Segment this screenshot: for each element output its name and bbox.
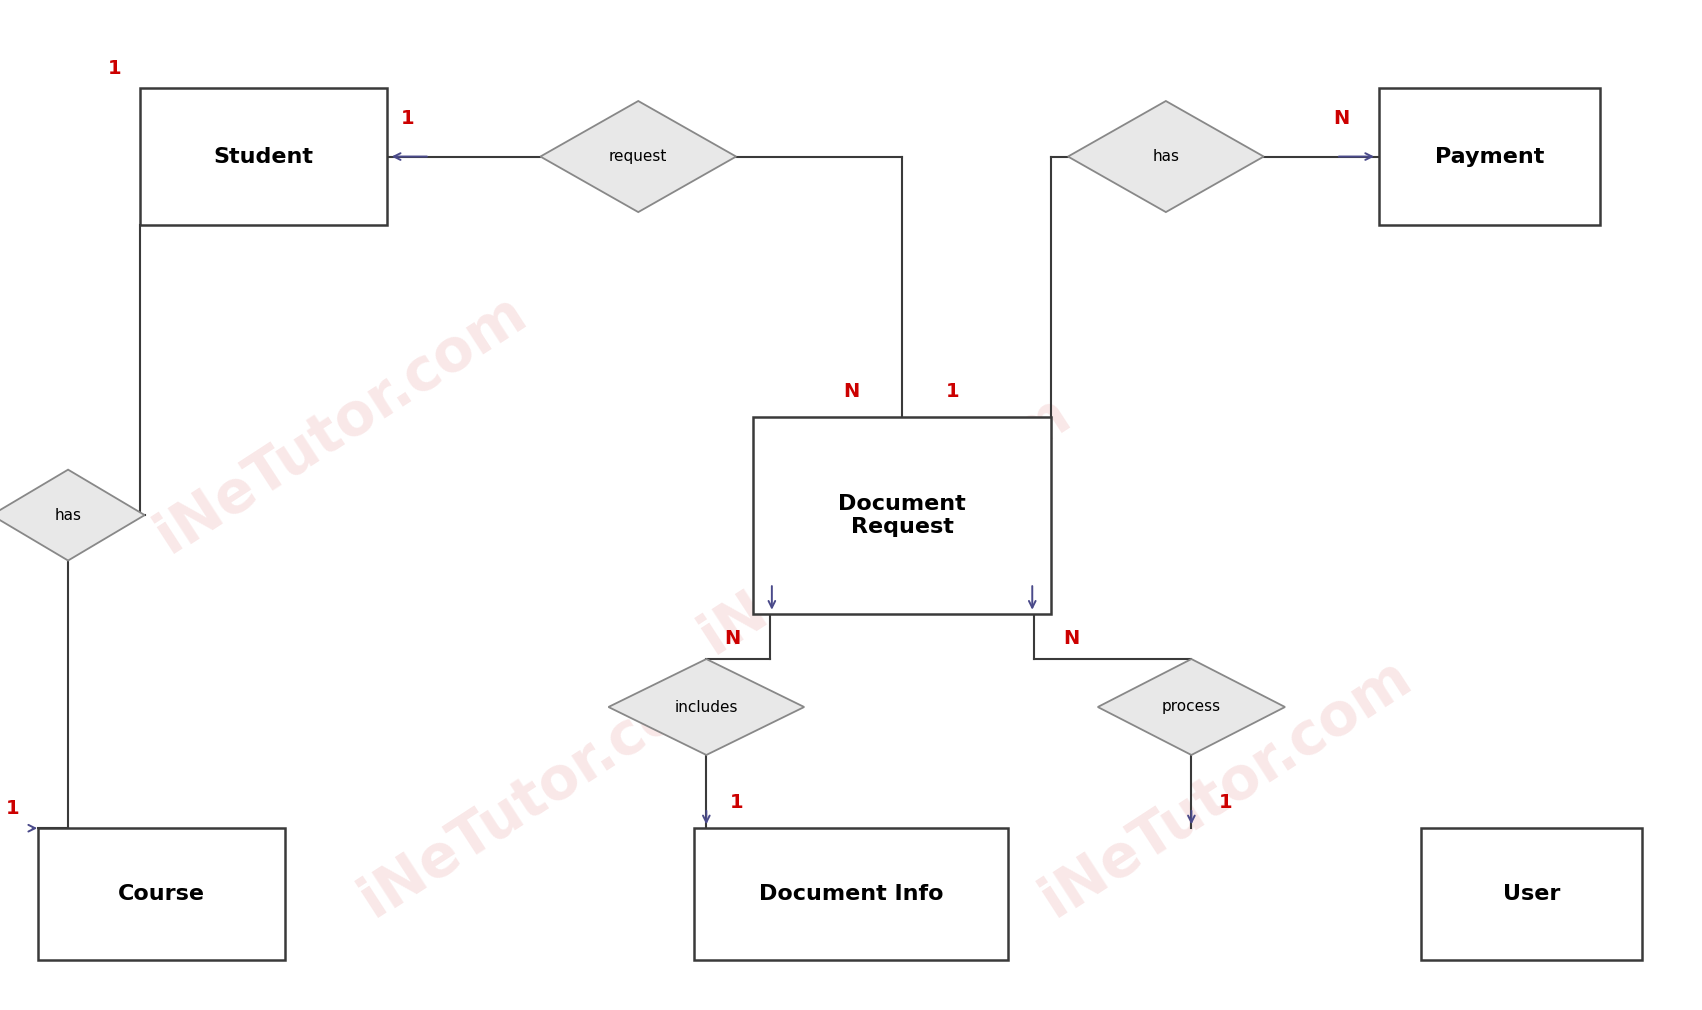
Text: 1: 1 <box>730 794 744 812</box>
Text: N: N <box>1064 629 1079 648</box>
Text: User: User <box>1503 884 1561 904</box>
Bar <box>1421 828 1642 960</box>
Text: includes: includes <box>674 700 739 714</box>
Text: request: request <box>609 149 667 164</box>
Text: Payment: Payment <box>1435 146 1544 167</box>
Text: iNeTutor.com: iNeTutor.com <box>1030 646 1421 929</box>
Text: Document Info: Document Info <box>759 884 943 904</box>
Text: iNeTutor.com: iNeTutor.com <box>349 646 740 929</box>
Text: process: process <box>1162 700 1220 714</box>
Text: Document
Request: Document Request <box>837 494 967 536</box>
Text: has: has <box>54 508 82 522</box>
Polygon shape <box>1069 101 1263 212</box>
Polygon shape <box>541 101 735 212</box>
Bar <box>1379 89 1600 225</box>
Text: N: N <box>842 382 860 401</box>
Text: 1: 1 <box>400 109 415 128</box>
Text: iNeTutor.com: iNeTutor.com <box>689 384 1081 667</box>
Text: 1: 1 <box>107 59 123 78</box>
Bar <box>694 828 1008 960</box>
Text: N: N <box>725 629 740 648</box>
Text: Student: Student <box>214 146 313 167</box>
Text: N: N <box>1333 109 1350 128</box>
Text: 1: 1 <box>946 382 960 401</box>
Polygon shape <box>0 470 145 561</box>
Text: Course: Course <box>117 884 206 904</box>
Polygon shape <box>1098 660 1285 755</box>
Bar <box>140 89 386 225</box>
Text: 1: 1 <box>5 799 20 817</box>
Polygon shape <box>608 660 803 755</box>
Text: iNeTutor.com: iNeTutor.com <box>145 283 536 566</box>
Bar <box>39 828 284 960</box>
Bar <box>752 417 1050 614</box>
Text: 1: 1 <box>1219 794 1232 812</box>
Text: has: has <box>1152 149 1179 164</box>
